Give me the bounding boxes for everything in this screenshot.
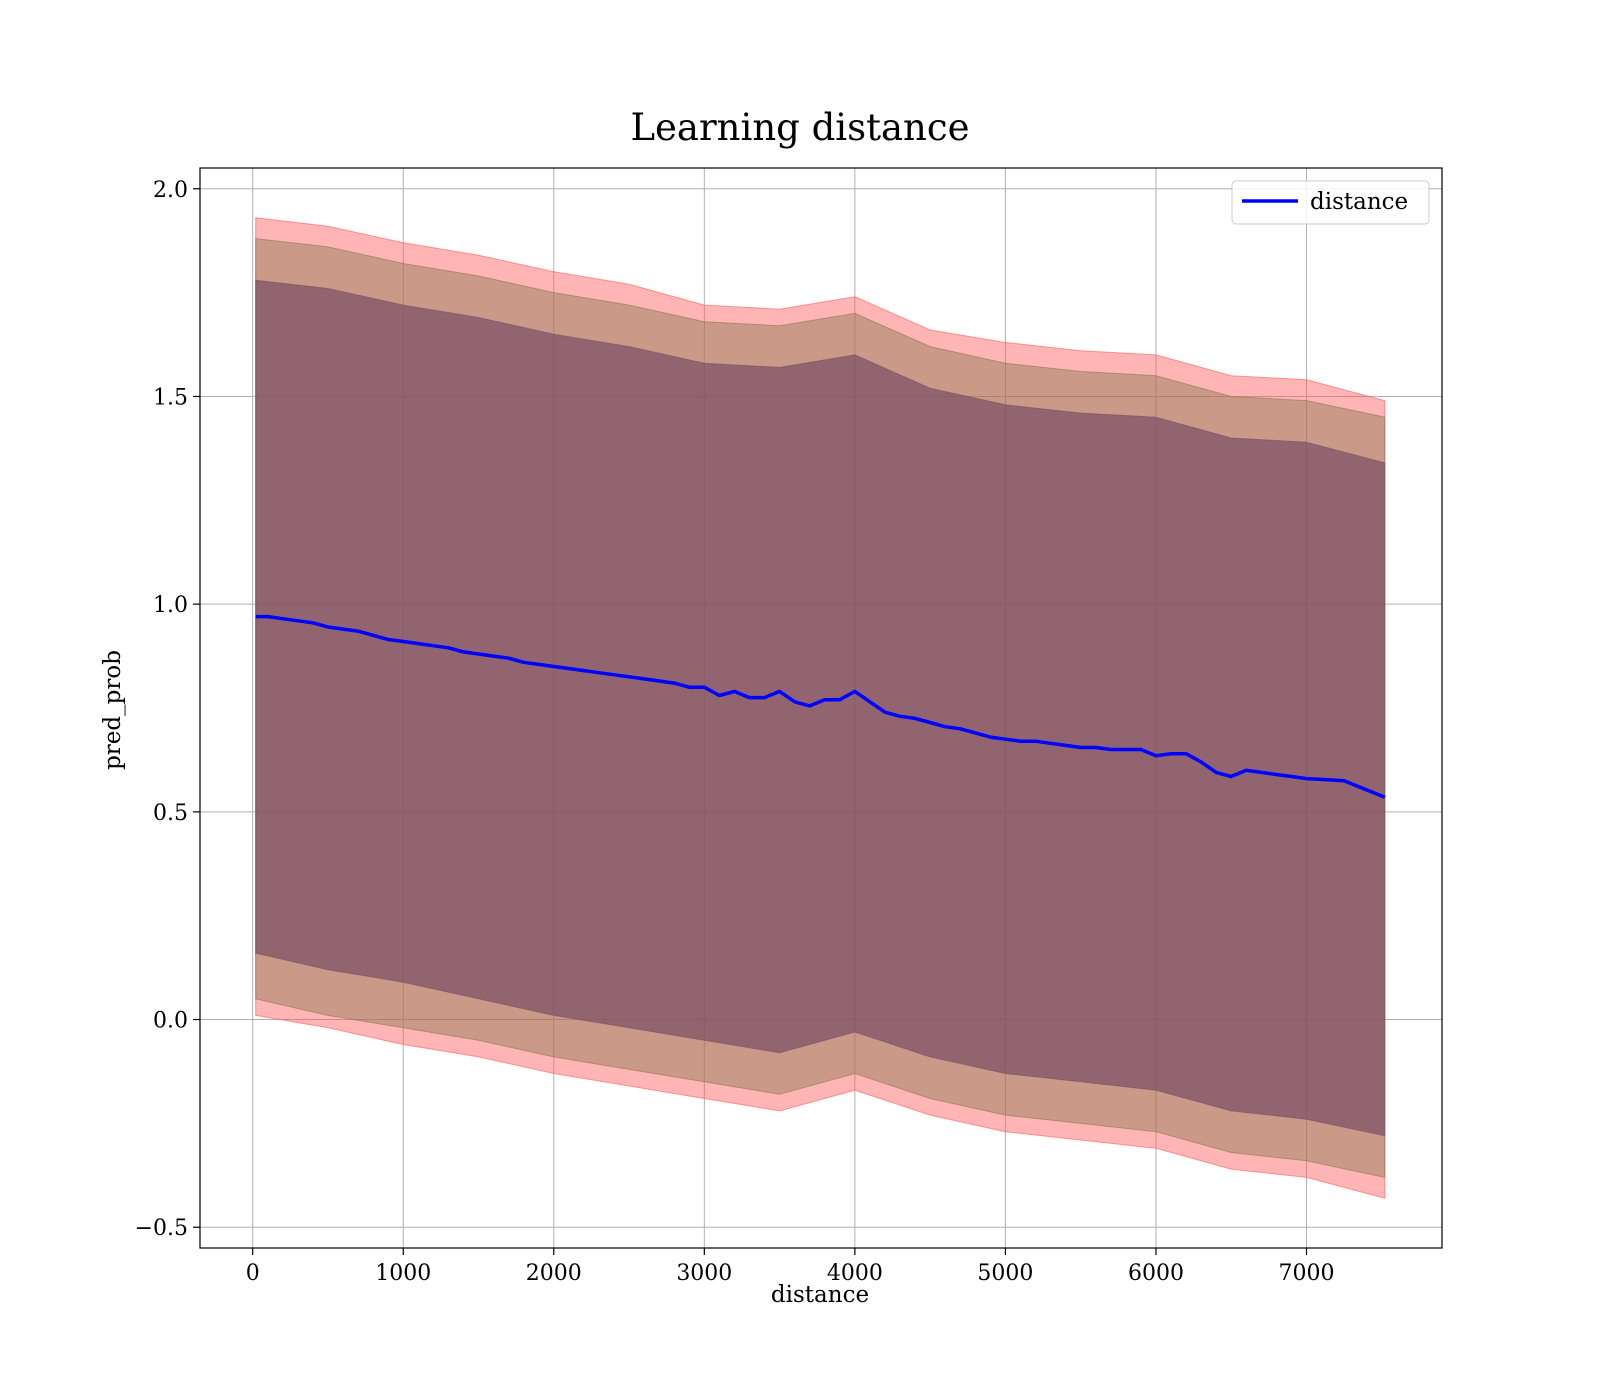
legend: distance	[1231, 180, 1430, 225]
x-tick-label: 5000	[977, 1261, 1033, 1286]
y-tick-label: −0.5	[135, 1216, 188, 1241]
y-tick-label: 0.5	[153, 801, 188, 826]
chart-title: Learning distance	[630, 106, 969, 149]
x-tick-label: 6000	[1128, 1261, 1184, 1286]
band-layer	[255, 217, 1386, 1199]
series-line-0	[255, 614, 1386, 799]
legend-box	[1231, 180, 1430, 225]
legend-label: distance	[1310, 189, 1408, 215]
x-tick-label: 3000	[676, 1261, 732, 1286]
x-tick-label: 1000	[375, 1261, 431, 1286]
confidence-band-2	[255, 279, 1386, 1137]
x-axis-label: distance	[771, 1282, 869, 1308]
x-tick-label: 7000	[1279, 1261, 1335, 1286]
y-tick-label: 2.0	[153, 178, 188, 203]
y-tick-label: 1.0	[153, 593, 188, 618]
series-layer	[255, 614, 1386, 799]
plot-frame	[199, 167, 1443, 1249]
x-tick-label: 0	[246, 1261, 260, 1286]
y-tick-label: 1.5	[153, 385, 188, 410]
y-axis-label: pred_prob	[100, 650, 126, 770]
tick-layer: 0 1000 2000 3000 4000 5000 6000 7000 −0.5 0.0 0.5 1…	[135, 178, 1335, 1286]
x-tick-label: 4000	[827, 1261, 883, 1286]
y-tick-label: 0.0	[153, 1009, 188, 1034]
x-tick-label: 2000	[526, 1261, 582, 1286]
